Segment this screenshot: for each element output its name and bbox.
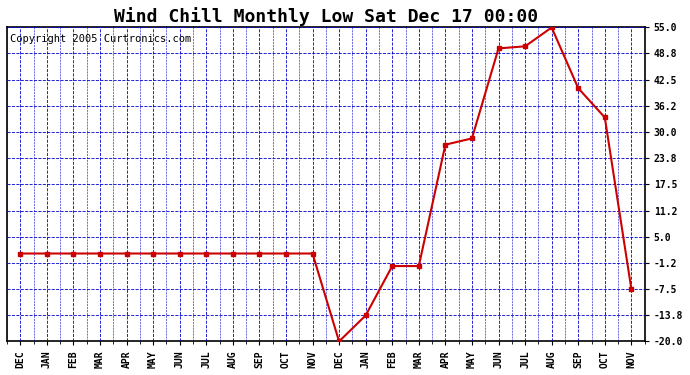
Text: Copyright 2005 Curtronics.com: Copyright 2005 Curtronics.com bbox=[10, 34, 191, 44]
Title: Wind Chill Monthly Low Sat Dec 17 00:00: Wind Chill Monthly Low Sat Dec 17 00:00 bbox=[114, 7, 538, 26]
